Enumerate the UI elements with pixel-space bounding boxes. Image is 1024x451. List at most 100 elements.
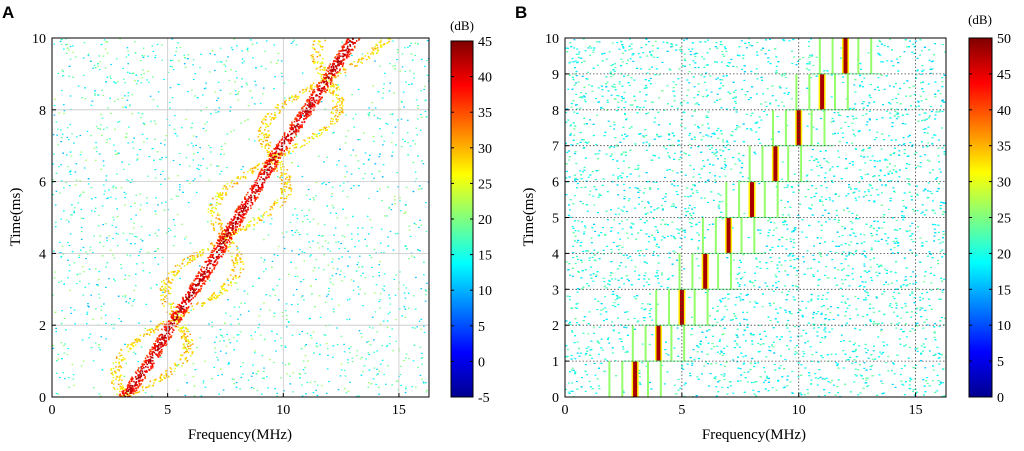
spectrogram-cell: [73, 212, 75, 213]
spectrogram-cell: [118, 384, 120, 385]
spectrogram-cell: [232, 269, 234, 270]
spectrogram-cell: [379, 275, 381, 276]
spectrogram-cell: [281, 152, 283, 154]
spectrogram-cell: [329, 89, 331, 90]
spectrogram-cell: [389, 38, 391, 39]
spectrogram-cell: [114, 101, 116, 102]
spectrogram-cell: [301, 331, 303, 332]
spectrogram-cell: [54, 44, 56, 45]
spectrogram-cell: [182, 192, 184, 193]
spectrogram-cell: [92, 101, 94, 102]
spectrogram-cell: [353, 290, 355, 291]
spectrogram-cell: [221, 224, 223, 225]
spectrogram-cell: [372, 317, 374, 318]
spectrogram-cell: [88, 183, 90, 184]
spectrogram-cell: [396, 172, 398, 173]
spectrogram-cell: [113, 387, 115, 388]
spectrogram-cell: [332, 70, 334, 72]
spectrogram-cell: [384, 286, 386, 287]
spectrogram-cell: [180, 47, 182, 48]
spectrogram-cell: [155, 177, 157, 178]
spectrogram-cell: [115, 379, 117, 380]
spectrogram-cell: [355, 114, 357, 115]
spectrogram-cell: [211, 270, 213, 272]
spectrogram-cell: [220, 154, 222, 155]
spectrogram-cell: [170, 371, 172, 372]
spectrogram-cell: [374, 249, 376, 250]
spectrogram-cell: [210, 213, 212, 214]
spectrogram-cell: [211, 260, 213, 262]
spectrogram-cell: [265, 268, 267, 269]
spectrogram-cell: [148, 362, 150, 364]
spectrogram-cell: [264, 339, 266, 340]
spectrogram-cell: [256, 185, 258, 187]
spectrogram-cell: [113, 186, 115, 187]
spectrogram-cell: [95, 197, 97, 198]
spectrogram-cell: [320, 82, 322, 84]
spectrogram-cell: [181, 332, 183, 333]
spectrogram-cell: [216, 357, 218, 358]
spectrogram-cell: [250, 188, 252, 190]
spectrogram-cell: [192, 287, 194, 289]
spectrogram-cell: [187, 344, 189, 345]
spectrogram-cell: [222, 192, 224, 193]
spectrogram-cell: [241, 86, 243, 87]
spectrogram-cell: [381, 200, 383, 201]
spectrogram-cell: [121, 187, 123, 188]
spectrogram-cell: [269, 163, 271, 165]
spectrogram-cell: [146, 197, 148, 198]
spectrogram-cell: [274, 313, 276, 314]
spectrogram-cell: [380, 42, 382, 43]
spectrogram-cell: [106, 139, 108, 140]
spectrogram-cell: [239, 212, 241, 214]
spectrogram-cell: [268, 144, 270, 145]
spectrogram-cell: [219, 295, 221, 296]
spectrogram-cell: [340, 243, 342, 244]
spectrogram-cell: [274, 112, 276, 113]
spectrogram-cell: [380, 44, 382, 45]
spectrogram-cell: [219, 341, 221, 342]
spectrogram-cell: [103, 95, 105, 96]
spectrogram-cell: [378, 50, 380, 51]
spectrogram-cell: [346, 41, 348, 43]
spectrogram-cell: [212, 250, 214, 252]
spectrogram-cell: [250, 205, 252, 207]
spectrogram-cell: [174, 363, 176, 364]
spectrogram-cell: [265, 119, 267, 120]
spectrogram-cell: [424, 100, 426, 101]
spectrogram-cell: [191, 255, 193, 256]
spectrogram-cell: [401, 315, 403, 316]
spectrogram-cell: [118, 362, 120, 363]
spectrogram-cell: [128, 54, 130, 55]
spectrogram-cell: [227, 278, 229, 279]
spectrogram-cell: [308, 189, 310, 190]
spectrogram-cell: [168, 178, 170, 179]
spectrogram-cell: [220, 368, 222, 369]
spectrogram-cell: [270, 295, 272, 296]
spectrogram-cell: [313, 63, 315, 64]
spectrogram-cell: [215, 208, 217, 209]
spectrogram-cell: [229, 111, 231, 112]
spectrogram-cell: [103, 165, 105, 166]
spectrogram-cell: [404, 213, 406, 214]
spectrogram-cell: [238, 215, 240, 217]
spectrogram-cell: [213, 248, 215, 250]
spectrogram-cell: [303, 299, 305, 300]
spectrogram-cell: [117, 245, 119, 246]
spectrogram-cell: [177, 265, 179, 266]
spectrogram-cell: [147, 367, 149, 369]
spectrogram-cell: [146, 203, 148, 204]
spectrogram-cell: [136, 75, 138, 76]
spectrogram-cell: [259, 315, 261, 316]
spectrogram-cell: [391, 328, 393, 329]
spectrogram-cell: [113, 145, 115, 146]
spectrogram-cell: [248, 105, 250, 106]
spectrogram-cell: [321, 74, 323, 75]
spectrogram-cell: [338, 72, 340, 73]
spectrogram-cell: [262, 163, 264, 164]
spectrogram-cell: [307, 219, 309, 220]
spectrogram-cell: [371, 227, 373, 228]
spectrogram-cell: [224, 290, 226, 291]
spectrogram-cell: [149, 353, 151, 355]
spectrogram-cell: [188, 339, 190, 340]
